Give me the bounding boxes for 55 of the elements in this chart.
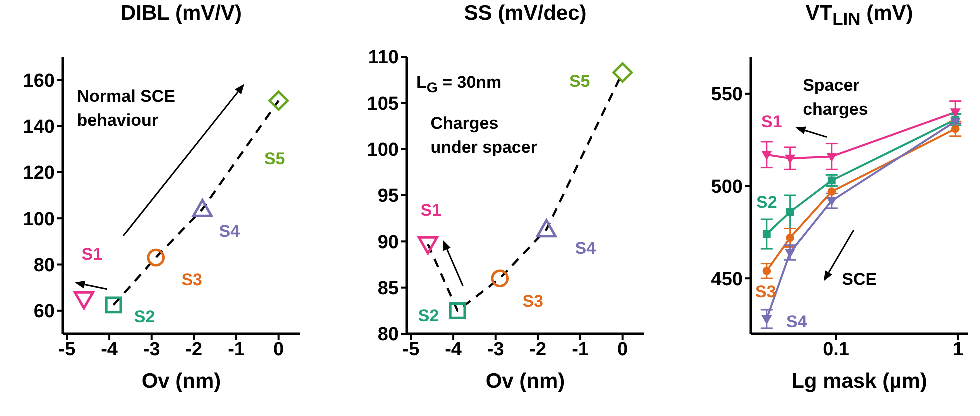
series-label: S3 [182,270,203,290]
y-tick-label: 85 [378,278,400,300]
chart-title: SS (mV/dec) [463,2,588,26]
y-tick-label: 120 [23,163,55,184]
series-label: S3 [756,282,776,302]
y-tick-label: 60 [34,302,55,323]
y-tick-label: 80 [34,255,55,276]
x-tick-label: -1 [572,339,590,360]
annotation: Charges under spacer [430,113,538,160]
x-tick-label: 0 [618,339,628,360]
series-label: S1 [82,244,103,264]
x-tick-label: -3 [487,339,504,360]
x-tick-label: -5 [402,339,420,360]
chart-title: DIBL (mV/V) [120,2,243,26]
series-label: S1 [762,112,782,132]
x-tick-label: -4 [445,339,462,360]
annotation: Normal SCE behaviour [77,86,176,132]
annotation: Spacer charges [803,74,870,121]
series-label: S3 [522,292,544,312]
annotation: L$_{G}$ = 30nm [416,72,502,96]
series-label: S1 [420,200,442,220]
x-tick-label: 0.1 [823,339,850,360]
x-tick-label: -4 [101,339,118,360]
series-label: S2 [418,306,440,326]
series-label: S4 [575,239,597,258]
series-label: S4 [786,312,808,332]
y-tick-label: 550 [711,84,743,106]
annotation: SCE [842,268,878,291]
x-tick-label: 1 [953,339,964,360]
series-label: S5 [569,72,590,92]
y-tick-label: 140 [23,116,55,138]
chart-title: VT$_{LIN}$ (mV) [804,2,914,30]
x-axis-title: Ov (nm) [484,370,566,394]
y-tick-label: 110 [368,48,399,69]
y-tick-label: 450 [711,269,743,290]
series-label: S2 [756,192,778,212]
x-tick-label: 0 [274,339,284,360]
y-tick-label: 105 [367,94,400,115]
y-tick-label: 90 [378,232,399,254]
y-tick-label: 80 [378,324,399,346]
y-tick-label: 100 [367,140,399,162]
y-tick-label: 500 [711,177,743,198]
x-tick-label: -3 [143,339,160,360]
y-tick-label: 100 [23,209,55,230]
x-tick-label: -5 [58,339,76,360]
x-tick-label: -1 [228,339,246,360]
text: S5 [264,149,286,168]
x-axis-title: Lg mask (µm) [790,370,928,394]
series-label: S2 [134,308,156,327]
series-label: S4 [219,222,241,241]
y-tick-label: 95 [378,186,400,208]
y-tick-label: 160 [23,70,55,92]
x-axis-title: Ov (nm) [140,370,222,394]
x-tick-label: -2 [530,339,547,360]
x-tick-label: -2 [186,339,203,360]
